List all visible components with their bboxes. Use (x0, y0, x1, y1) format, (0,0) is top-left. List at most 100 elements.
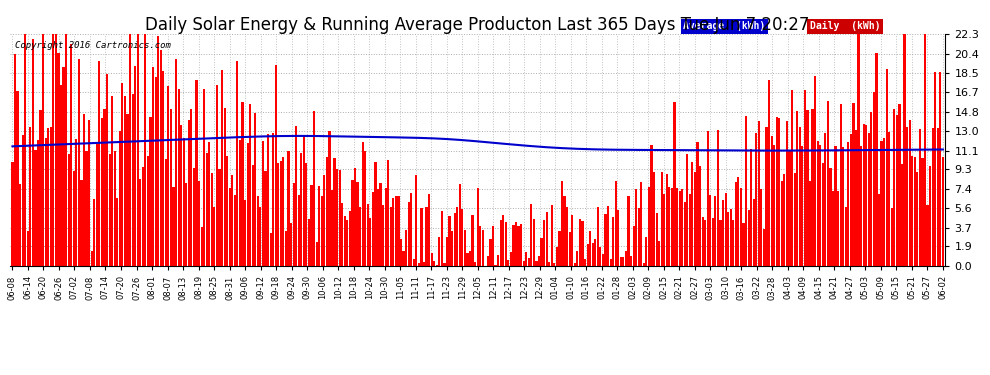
Bar (229, 189, 231, 266)
Bar (206, 153, 208, 266)
Bar (177, 89, 180, 266)
Bar (140, 179, 142, 266)
Bar (786, 121, 788, 266)
Bar (348, 210, 350, 266)
Bar (403, 251, 405, 266)
Bar (628, 195, 630, 266)
Bar (415, 175, 418, 266)
Bar (917, 172, 919, 266)
Bar (413, 259, 415, 266)
Bar (681, 189, 683, 266)
Bar (172, 186, 174, 266)
Bar (801, 146, 804, 266)
Bar (60, 85, 62, 266)
Bar (42, 34, 45, 266)
Bar (305, 163, 308, 266)
Bar (466, 253, 468, 266)
Bar (418, 263, 420, 266)
Bar (487, 256, 489, 266)
Bar (886, 69, 888, 266)
Bar (919, 129, 921, 266)
Bar (72, 171, 75, 266)
Bar (423, 262, 425, 266)
Bar (768, 80, 770, 266)
Bar (757, 121, 760, 266)
Bar (316, 242, 318, 266)
Bar (287, 151, 290, 266)
Bar (615, 181, 617, 266)
Bar (469, 251, 471, 266)
Bar (456, 207, 458, 266)
Bar (709, 195, 712, 266)
Bar (645, 237, 647, 266)
Bar (208, 141, 210, 266)
Bar (134, 66, 137, 266)
Bar (707, 130, 709, 266)
Bar (788, 151, 791, 266)
Bar (182, 138, 185, 266)
Bar (313, 111, 315, 266)
Bar (254, 113, 256, 266)
Bar (893, 109, 895, 266)
Bar (458, 184, 461, 266)
Bar (489, 239, 492, 266)
Bar (216, 85, 218, 266)
Bar (124, 96, 126, 266)
Bar (510, 252, 512, 266)
Bar (311, 186, 313, 266)
Bar (550, 205, 552, 266)
Bar (617, 210, 620, 266)
Bar (247, 143, 248, 266)
Bar (630, 256, 633, 266)
Bar (860, 146, 862, 266)
Bar (878, 194, 880, 266)
Bar (244, 200, 247, 266)
Bar (226, 156, 229, 266)
Bar (883, 138, 885, 266)
Bar (342, 202, 344, 266)
Bar (566, 207, 568, 266)
Bar (446, 237, 448, 266)
Bar (482, 230, 484, 266)
Bar (660, 172, 662, 266)
Bar (441, 211, 443, 266)
Bar (151, 68, 154, 266)
Bar (211, 173, 213, 266)
Bar (147, 156, 149, 266)
Bar (553, 262, 555, 266)
Bar (763, 229, 765, 266)
Bar (822, 163, 824, 266)
Bar (318, 186, 321, 266)
Bar (819, 145, 822, 266)
Bar (410, 193, 412, 266)
Bar (586, 244, 589, 266)
Bar (676, 188, 678, 266)
Bar (684, 202, 686, 266)
Bar (725, 193, 727, 266)
Bar (272, 134, 274, 266)
Bar (80, 180, 82, 266)
Bar (932, 128, 934, 266)
Bar (735, 182, 737, 266)
Bar (689, 194, 691, 266)
Bar (686, 154, 688, 266)
Bar (198, 182, 200, 266)
Bar (745, 116, 747, 266)
Bar (750, 150, 752, 266)
Bar (857, 34, 859, 266)
Bar (699, 166, 701, 266)
Bar (237, 61, 239, 266)
Bar (830, 168, 832, 266)
Bar (561, 181, 563, 266)
Bar (906, 128, 908, 266)
Bar (331, 190, 333, 266)
Bar (533, 219, 535, 266)
Bar (282, 157, 284, 266)
Bar (374, 162, 376, 266)
Bar (641, 182, 643, 266)
Bar (555, 247, 558, 266)
Bar (154, 77, 156, 266)
Bar (607, 206, 609, 266)
Bar (251, 165, 253, 266)
Bar (185, 183, 187, 266)
